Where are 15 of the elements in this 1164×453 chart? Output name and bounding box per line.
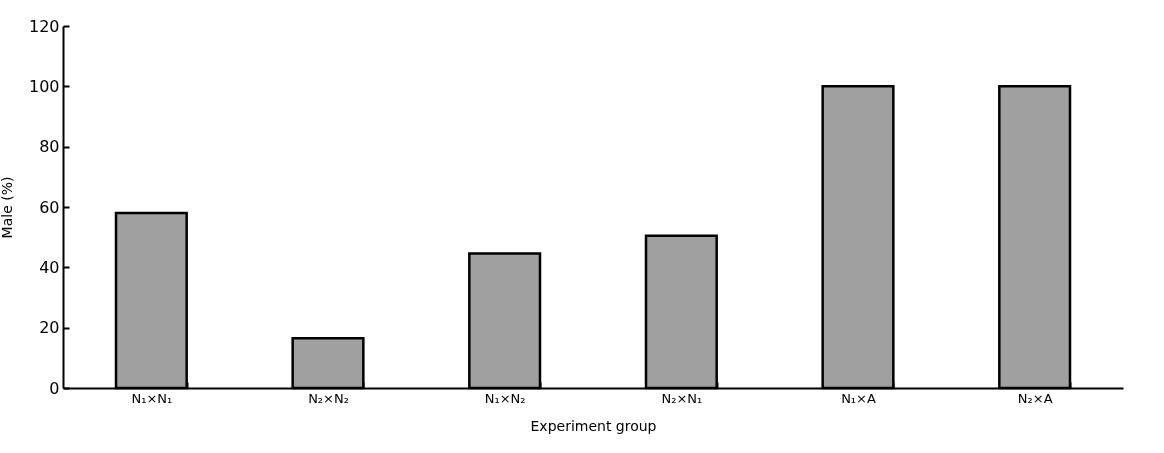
y-tick-label: 60 [39, 197, 60, 217]
y-tick-label: 80 [39, 137, 60, 157]
x-tick-label: N₁×A [841, 390, 876, 406]
y-tick-label: 20 [39, 318, 60, 338]
y-tick-label: 0 [49, 378, 60, 398]
x-tick-label: N₁×N₁ [131, 390, 173, 406]
y-tick-label: 40 [39, 257, 60, 277]
x-tick-label: N₂×A [1017, 390, 1053, 406]
y-tick-label: 120 [28, 16, 60, 36]
x-tick-label: N₂×N₂ [308, 390, 349, 406]
y-axis-title: Male (%) [0, 176, 15, 239]
y-tick-label: 100 [28, 76, 60, 96]
x-tick-label: N₁×N₂ [484, 390, 526, 406]
x-tick-label: N₂×N₁ [661, 390, 703, 406]
x-axis-title: Experiment group [530, 417, 657, 434]
